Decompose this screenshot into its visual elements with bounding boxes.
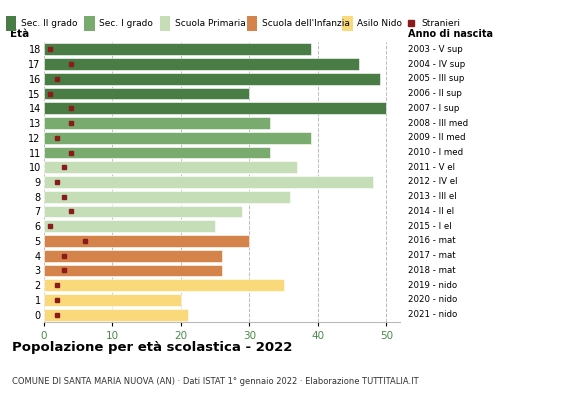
Text: 2013 - III el: 2013 - III el [408, 192, 457, 201]
Text: 2003 - V sup: 2003 - V sup [408, 45, 463, 54]
Text: 2019 - nido: 2019 - nido [408, 281, 458, 290]
Text: 2015 - I el: 2015 - I el [408, 222, 452, 231]
Bar [44, 206, 242, 217]
FancyBboxPatch shape [84, 16, 95, 31]
Bar [44, 250, 222, 262]
Text: 2011 - V el: 2011 - V el [408, 163, 455, 172]
Text: Scuola Primaria: Scuola Primaria [175, 18, 245, 28]
FancyBboxPatch shape [6, 16, 16, 31]
Text: Asilo Nido: Asilo Nido [357, 18, 403, 28]
Text: 2008 - III med: 2008 - III med [408, 118, 469, 128]
Text: Anno di nascita: Anno di nascita [408, 29, 493, 39]
Bar [44, 161, 298, 173]
Text: 2004 - IV sup: 2004 - IV sup [408, 60, 466, 69]
Text: Sec. I grado: Sec. I grado [99, 18, 153, 28]
FancyBboxPatch shape [246, 16, 257, 31]
Text: Scuola dell'Infanzia: Scuola dell'Infanzia [262, 18, 350, 28]
Bar [44, 191, 291, 203]
Bar [44, 279, 284, 291]
Text: 2012 - IV el: 2012 - IV el [408, 178, 458, 186]
Text: Popolazione per età scolastica - 2022: Popolazione per età scolastica - 2022 [12, 341, 292, 354]
Text: 2017 - mat: 2017 - mat [408, 251, 456, 260]
Text: 2010 - I med: 2010 - I med [408, 148, 463, 157]
Text: 2006 - II sup: 2006 - II sup [408, 89, 462, 98]
Bar [44, 147, 270, 158]
Text: 2007 - I sup: 2007 - I sup [408, 104, 459, 113]
Text: 2009 - II med: 2009 - II med [408, 133, 466, 142]
Bar [44, 73, 380, 85]
Bar [44, 309, 187, 320]
Text: 2018 - mat: 2018 - mat [408, 266, 456, 275]
Text: Sec. II grado: Sec. II grado [21, 18, 77, 28]
FancyBboxPatch shape [342, 16, 353, 31]
Bar [44, 220, 215, 232]
Bar [44, 58, 359, 70]
Text: COMUNE DI SANTA MARIA NUOVA (AN) · Dati ISTAT 1° gennaio 2022 · Elaborazione TUT: COMUNE DI SANTA MARIA NUOVA (AN) · Dati … [12, 377, 418, 386]
Bar [44, 132, 311, 144]
Bar [44, 44, 311, 55]
Text: Età: Età [10, 29, 29, 39]
Text: 2005 - III sup: 2005 - III sup [408, 74, 465, 83]
Bar [44, 235, 249, 247]
Bar [44, 88, 249, 100]
Bar [44, 264, 222, 276]
Bar [44, 117, 270, 129]
FancyBboxPatch shape [160, 16, 170, 31]
Text: 2020 - nido: 2020 - nido [408, 295, 458, 304]
Text: Stranieri: Stranieri [421, 18, 460, 28]
Bar [44, 294, 181, 306]
Bar [44, 102, 386, 114]
Text: 2016 - mat: 2016 - mat [408, 236, 456, 246]
Text: 2014 - II el: 2014 - II el [408, 207, 454, 216]
Bar [44, 176, 373, 188]
Text: 2021 - nido: 2021 - nido [408, 310, 458, 319]
